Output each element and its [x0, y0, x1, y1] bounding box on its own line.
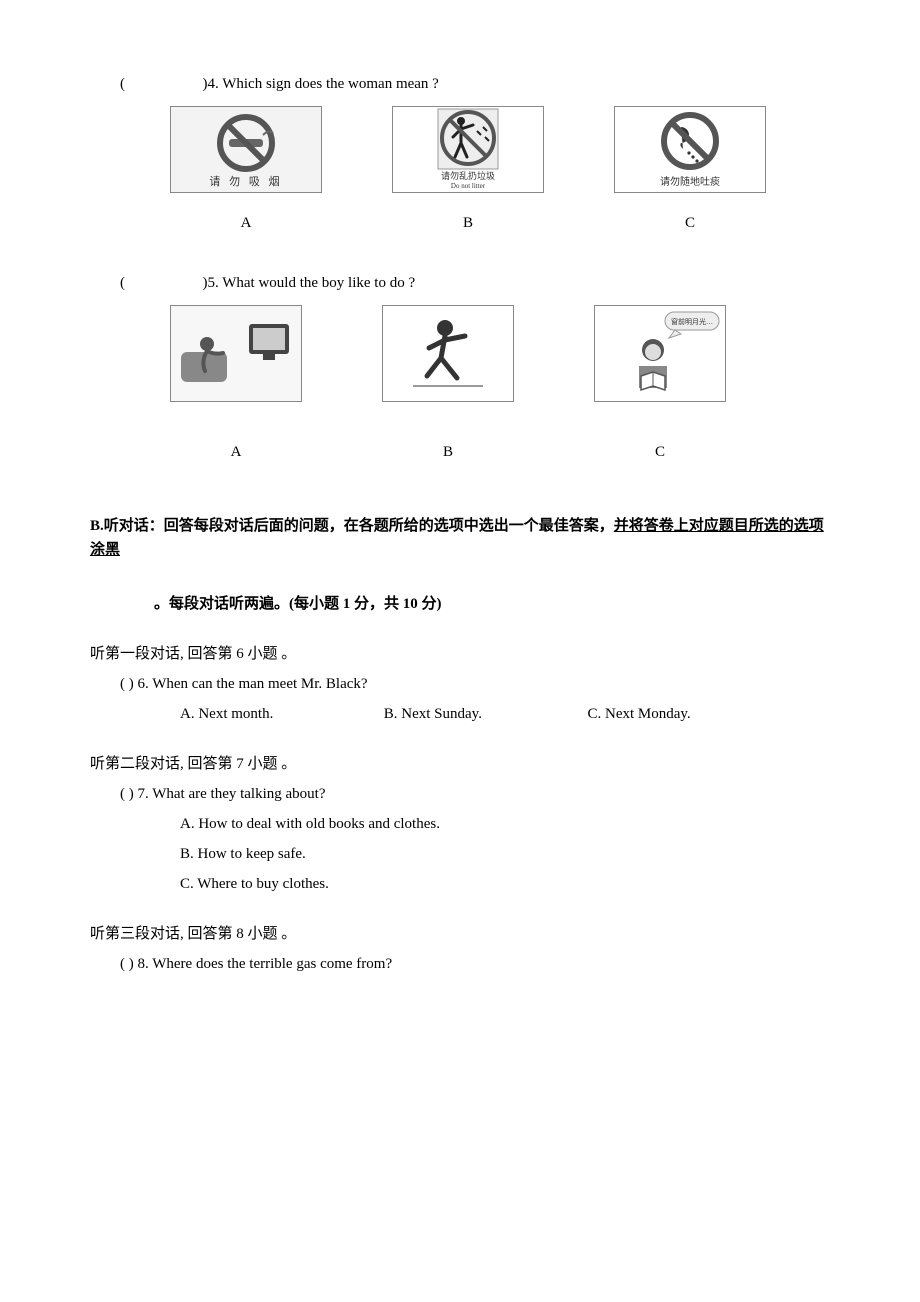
q5-option-C[interactable]: 窗前明月光… C — [594, 305, 726, 464]
reading-bubble-text: 窗前明月光… — [671, 317, 713, 326]
no-spitting-sign-image: 请勿随地吐痰 — [614, 106, 766, 193]
q5-option-A-label: A — [231, 440, 242, 464]
dialog-3-heading: 听第三段对话, 回答第 8 小题 。 — [90, 922, 830, 946]
question-7: ( ) 7. What are they talking about? — [120, 782, 830, 806]
no-smoking-caption: 请 勿 吸 烟 — [209, 174, 282, 188]
q5-option-C-label: C — [655, 440, 665, 464]
q4-options-row: 请 勿 吸 烟 A 请勿乱扔垃圾 Do not litter B — [170, 106, 830, 235]
q5-option-B-label: B — [443, 440, 453, 464]
q4-option-A[interactable]: 请 勿 吸 烟 A — [170, 106, 322, 235]
question-4: ( )4. Which sign does the woman mean ? — [120, 72, 830, 96]
q6-text: When can the man meet Mr. Black? — [152, 676, 367, 692]
q6-option-C[interactable]: C. Next Monday. — [588, 702, 788, 726]
q5-paren-close-num: )5. — [203, 275, 223, 291]
q5-option-B[interactable]: B — [382, 305, 514, 464]
reading-image: 窗前明月光… — [594, 305, 726, 402]
question-6: ( ) 6. When can the man meet Mr. Black? — [120, 672, 830, 696]
section-b-heading-line2: 。每段对话听两遍。(每小题 1 分，共 10 分) — [154, 592, 830, 616]
q7-text: What are they talking about? — [152, 786, 325, 802]
section-b-heading: B.听对话：回答每段对话后面的问题，在各题所给的选项中选出一个最佳答案，并将答卷… — [90, 514, 830, 562]
section-b-points: (每小题 1 分，共 10 分) — [289, 596, 442, 612]
q4-paren-open[interactable]: ( — [120, 76, 125, 92]
q5-text: What would the boy like to do ? — [222, 275, 415, 291]
q4-text: Which sign does the woman mean ? — [222, 76, 439, 92]
q5-paren-open[interactable]: ( — [120, 275, 125, 291]
no-smoking-sign-image: 请 勿 吸 烟 — [170, 106, 322, 193]
q4-option-A-label: A — [241, 211, 252, 235]
q8-text: Where does the terrible gas come from? — [152, 956, 392, 972]
q8-num[interactable]: ( ) 8. — [120, 956, 152, 972]
no-littering-sign-image: 请勿乱扔垃圾 Do not litter — [392, 106, 544, 193]
section-b-text-1: 听对话：回答每段对话后面的问题，在各题所给的选项中选出一个最佳答案， — [104, 518, 614, 534]
section-b-text-2: 。每段对话听两遍。 — [154, 596, 289, 612]
q7-options: A. How to deal with old books and clothe… — [180, 812, 830, 896]
question-5: ( )5. What would the boy like to do ? — [120, 271, 830, 295]
dialog-2-heading: 听第二段对话, 回答第 7 小题 。 — [90, 752, 830, 776]
q5-options-row: A B 窗前明月光… — [170, 305, 830, 464]
dialog-1-heading: 听第一段对话, 回答第 6 小题 。 — [90, 642, 830, 666]
q7-num[interactable]: ( ) 7. — [120, 786, 152, 802]
running-image — [382, 305, 514, 402]
q4-option-B-label: B — [463, 211, 473, 235]
q7-option-A[interactable]: A. How to deal with old books and clothe… — [180, 812, 830, 836]
watching-tv-image — [170, 305, 302, 402]
q4-paren-close-num: )4. — [203, 76, 223, 92]
no-litter-caption-en: Do not litter — [451, 182, 486, 190]
no-spitting-caption: 请勿随地吐痰 — [660, 175, 720, 188]
q4-option-C-label: C — [685, 211, 695, 235]
q6-option-B[interactable]: B. Next Sunday. — [384, 702, 584, 726]
q7-option-C[interactable]: C. Where to buy clothes. — [180, 872, 830, 896]
no-litter-caption-cn: 请勿乱扔垃圾 — [441, 170, 495, 181]
q6-option-A[interactable]: A. Next month. — [180, 702, 380, 726]
section-b-label: B. — [90, 518, 104, 534]
q6-num[interactable]: ( ) 6. — [120, 676, 152, 692]
question-8: ( ) 8. Where does the terrible gas come … — [120, 952, 830, 976]
q5-option-A[interactable]: A — [170, 305, 302, 464]
q6-options: A. Next month. B. Next Sunday. C. Next M… — [180, 702, 830, 726]
q4-option-B[interactable]: 请勿乱扔垃圾 Do not litter B — [392, 106, 544, 235]
q4-option-C[interactable]: 请勿随地吐痰 C — [614, 106, 766, 235]
q7-option-B[interactable]: B. How to keep safe. — [180, 842, 830, 866]
